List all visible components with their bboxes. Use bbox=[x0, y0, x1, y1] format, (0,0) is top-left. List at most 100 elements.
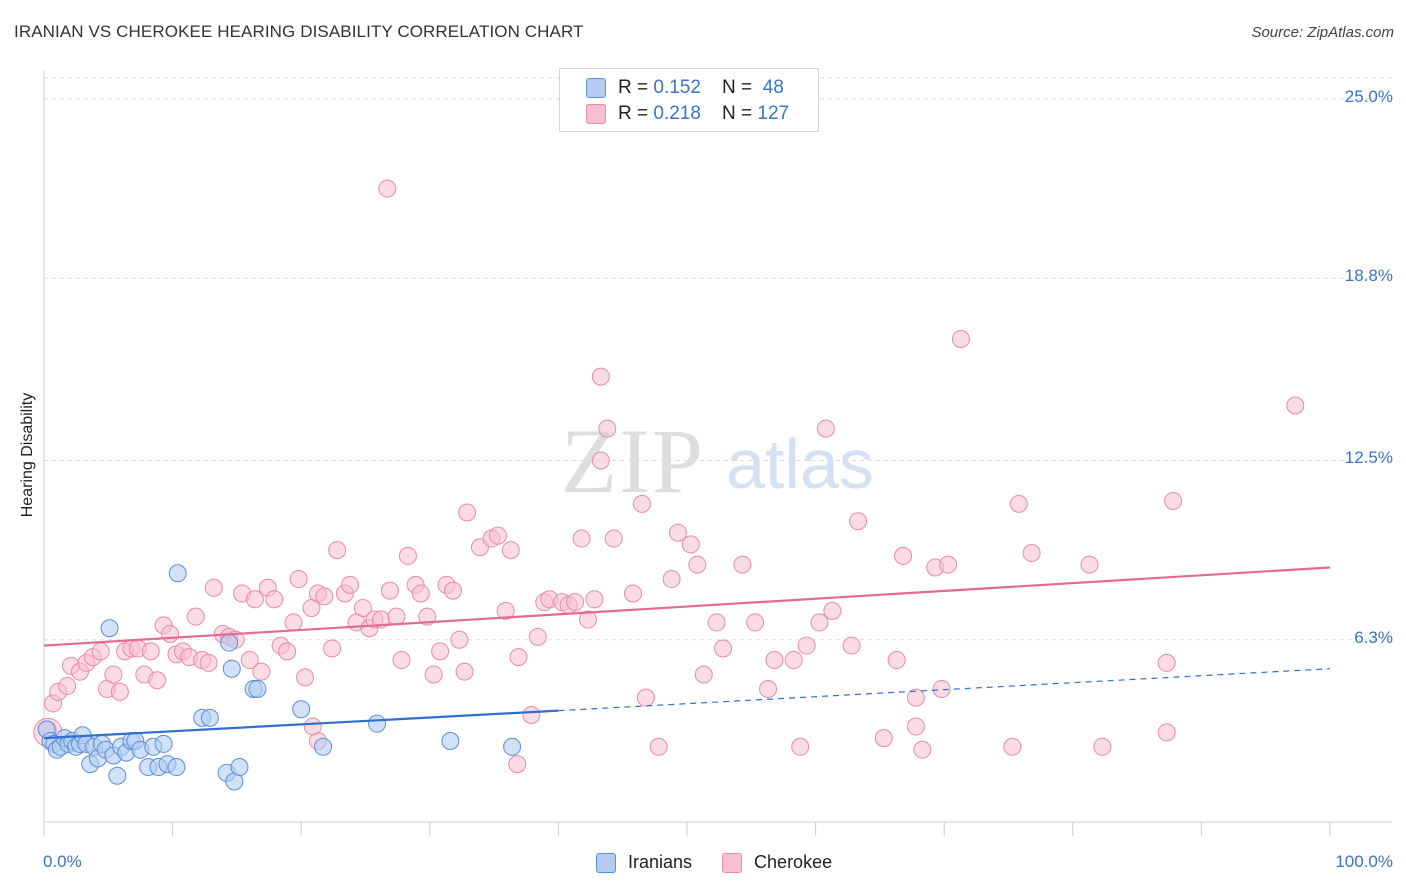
cherokee-point bbox=[1164, 491, 1183, 510]
cherokee-point bbox=[714, 639, 733, 658]
iranians-point bbox=[108, 766, 127, 785]
r-value: 0.152 bbox=[653, 77, 701, 98]
cherokee-point bbox=[204, 578, 223, 597]
cherokee-point bbox=[455, 662, 474, 681]
cherokee-point bbox=[765, 651, 784, 670]
iranians-swatch bbox=[596, 852, 616, 873]
n-label: N = bbox=[722, 103, 758, 124]
cherokee-point bbox=[662, 570, 681, 589]
cherokee-point bbox=[91, 642, 110, 661]
cherokee-point bbox=[508, 755, 527, 774]
iranians-point bbox=[154, 734, 173, 753]
legend-label-cherokee: Cherokee bbox=[754, 852, 833, 872]
cherokee-point bbox=[668, 523, 687, 542]
r-value: 0.218 bbox=[653, 103, 701, 124]
cherokee-point bbox=[906, 717, 925, 736]
cherokee-point bbox=[810, 613, 829, 632]
cherokee-point bbox=[951, 329, 970, 348]
legend-row-cherokee: R = 0.218 N = 127 bbox=[586, 103, 789, 125]
cherokee-point bbox=[303, 717, 322, 736]
cherokee-point bbox=[186, 607, 205, 626]
cherokee-point bbox=[353, 598, 372, 617]
cherokee-point bbox=[632, 494, 651, 513]
r-label: R = bbox=[618, 103, 654, 124]
chart-source: Source: ZipAtlas.com bbox=[1251, 24, 1394, 41]
cherokee-point bbox=[315, 587, 334, 606]
cherokee-point bbox=[816, 419, 835, 438]
cherokee-point bbox=[141, 642, 160, 661]
cherokee-point bbox=[572, 529, 591, 548]
n-value: 48 bbox=[762, 77, 784, 98]
legend-label-iranians: Iranians bbox=[628, 852, 693, 872]
cherokee-point bbox=[1157, 723, 1176, 742]
legend-item-cherokee[interactable]: Cherokee bbox=[722, 852, 832, 873]
cherokee-point bbox=[591, 451, 610, 470]
iranians-point bbox=[168, 564, 187, 583]
iranians-points bbox=[37, 564, 522, 791]
cherokee-point bbox=[906, 688, 925, 707]
cherokee-point bbox=[110, 682, 129, 701]
cherokee-point bbox=[245, 590, 264, 609]
cherokee-point bbox=[104, 665, 123, 684]
cherokee-point bbox=[823, 601, 842, 620]
legend-row-iranians: R = 0.152 N = 48 bbox=[586, 77, 784, 99]
cherokee-point bbox=[252, 662, 271, 681]
cherokee-point bbox=[380, 581, 399, 600]
iranians-point bbox=[503, 737, 522, 756]
cherokee-point bbox=[791, 737, 810, 756]
cherokee-point bbox=[418, 607, 437, 626]
y-tick-label: 18.8% bbox=[1344, 266, 1393, 286]
n-label: N = bbox=[722, 77, 758, 98]
cherokee-point bbox=[874, 729, 893, 748]
cherokee-point bbox=[488, 526, 507, 545]
iranians-point bbox=[368, 714, 387, 733]
cherokee-point bbox=[341, 575, 360, 594]
cherokee-point bbox=[746, 613, 765, 632]
cherokee-points bbox=[33, 179, 1305, 774]
cherokee-point bbox=[378, 179, 397, 198]
chart-title: IRANIAN VS CHEROKEE HEARING DISABILITY C… bbox=[14, 22, 584, 41]
cherokee-point bbox=[797, 636, 816, 655]
iranians-point bbox=[230, 758, 249, 777]
cherokee-point bbox=[240, 651, 259, 670]
cherokee-point bbox=[1009, 494, 1028, 513]
cherokee-point bbox=[623, 584, 642, 603]
cherokee-point bbox=[450, 630, 469, 649]
iranians-point bbox=[441, 732, 460, 751]
cherokee-point bbox=[894, 546, 913, 565]
cherokee-point bbox=[398, 546, 417, 565]
axes bbox=[43, 70, 1392, 836]
iranians-point bbox=[314, 737, 333, 756]
cherokee-point bbox=[411, 584, 430, 603]
cherokee-point bbox=[522, 705, 541, 724]
grid-lines bbox=[44, 77, 1392, 641]
cherokee-point bbox=[431, 642, 450, 661]
iranians-point bbox=[248, 679, 267, 698]
cherokee-point bbox=[424, 665, 443, 684]
cherokee-point bbox=[707, 613, 726, 632]
legend-item-iranians[interactable]: Iranians bbox=[596, 852, 692, 873]
cherokee-point bbox=[604, 529, 623, 548]
cherokee-point bbox=[392, 651, 411, 670]
cherokee-point bbox=[328, 541, 347, 560]
iranians-trend-line bbox=[43, 709, 559, 740]
cherokee-point bbox=[265, 590, 284, 609]
cherokee-point bbox=[501, 541, 520, 560]
iranians-point bbox=[167, 758, 186, 777]
x-tick-label-max: 100.0% bbox=[1335, 852, 1393, 871]
y-tick-label: 12.5% bbox=[1344, 448, 1393, 468]
cherokee-swatch bbox=[586, 104, 606, 124]
cherokee-point bbox=[323, 639, 342, 658]
cherokee-point bbox=[496, 601, 515, 620]
n-value: 127 bbox=[757, 103, 790, 124]
cherokee-point bbox=[591, 367, 610, 386]
cherokee-point bbox=[199, 653, 218, 672]
cherokee-point bbox=[443, 581, 462, 600]
cherokee-point bbox=[148, 671, 167, 690]
iranians-swatch bbox=[586, 78, 606, 98]
cherokee-point bbox=[58, 677, 77, 696]
x-tick-label-min: 0.0% bbox=[43, 852, 82, 871]
cherokee-point bbox=[1003, 737, 1022, 756]
iranians-point bbox=[222, 659, 241, 678]
cherokee-point bbox=[284, 613, 303, 632]
